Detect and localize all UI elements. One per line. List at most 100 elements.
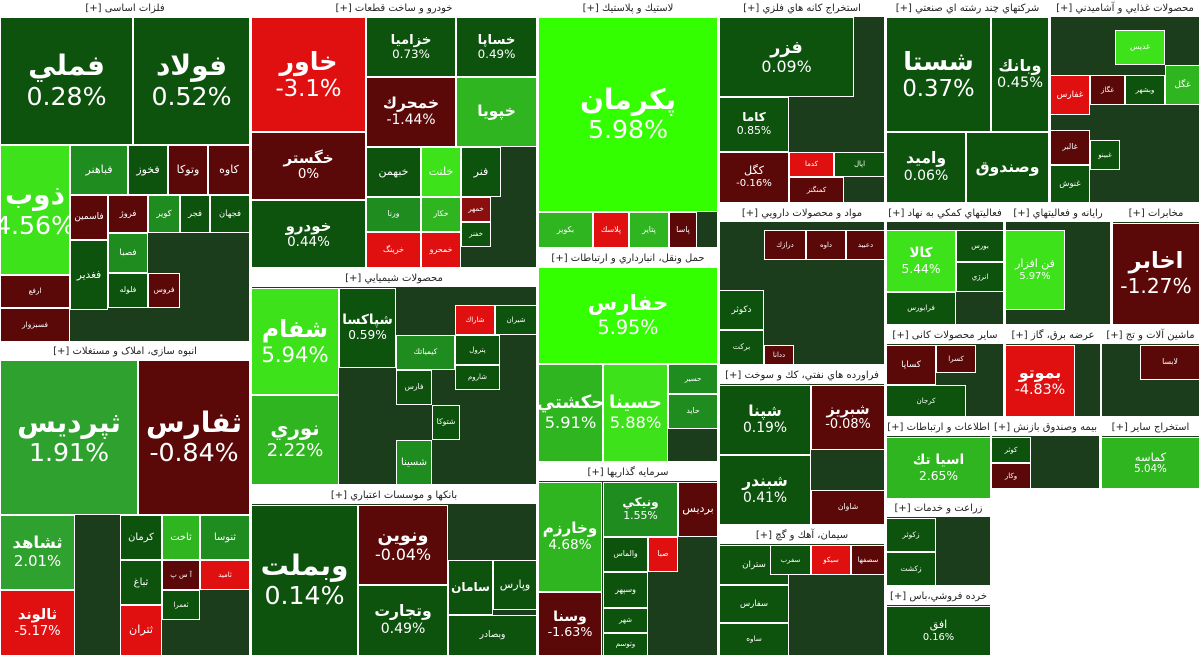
stock-tile[interactable]: ثشاهد 2.01% xyxy=(1,515,75,590)
stock-tile[interactable]: ددانا xyxy=(764,345,794,364)
sector-title[interactable]: اطلاعات و ارتباطات [+] xyxy=(887,420,990,436)
stock-tile[interactable]: آ س پ xyxy=(162,560,200,590)
stock-tile[interactable]: حسينا 5.88% xyxy=(603,364,668,461)
stock-tile[interactable]: اپال xyxy=(834,152,884,177)
stock-tile[interactable]: لابسا xyxy=(1140,345,1199,380)
sector-title[interactable]: استخراج كانه هاي فلزي [+] xyxy=(720,1,884,17)
stock-tile[interactable]: خرينگ xyxy=(366,232,421,267)
stock-tile[interactable]: خزاميا 0.73% xyxy=(366,17,456,77)
sector-title[interactable]: خودرو و ساخت قطعات [+] xyxy=(252,1,536,17)
stock-tile[interactable]: خمحرك -1.44% xyxy=(366,77,456,147)
stock-tile[interactable]: برديس xyxy=(678,482,717,537)
stock-tile[interactable]: پترول xyxy=(455,335,500,365)
stock-tile[interactable]: خمهر xyxy=(461,197,491,222)
stock-tile[interactable]: وسپهر xyxy=(603,572,648,608)
stock-tile[interactable]: بورس xyxy=(956,230,1003,262)
stock-tile[interactable]: فارس xyxy=(396,370,432,405)
stock-tile[interactable]: شاراك xyxy=(455,305,495,335)
stock-tile[interactable]: فخوز xyxy=(128,145,168,195)
stock-tile[interactable]: غفارس xyxy=(1051,75,1090,115)
stock-tile[interactable]: وتجارت 0.49% xyxy=(358,585,448,655)
stock-tile[interactable]: غديس xyxy=(1115,30,1165,65)
stock-tile[interactable]: خاور -3.1% xyxy=(252,17,366,132)
stock-tile[interactable]: فاسمين xyxy=(70,195,108,240)
stock-tile[interactable]: فجر xyxy=(180,195,210,233)
stock-tile[interactable]: سفارس xyxy=(720,585,789,623)
stock-tile[interactable]: ثالوند -5.17% xyxy=(1,590,75,655)
stock-tile[interactable]: كيمياتك xyxy=(396,335,455,370)
stock-tile[interactable]: فباهنر xyxy=(70,145,128,195)
stock-tile[interactable]: خبهمن xyxy=(366,147,421,197)
stock-tile[interactable]: خگستر 0% xyxy=(252,132,366,200)
stock-tile[interactable]: شپنا 0.19% xyxy=(720,385,811,455)
sector-title[interactable]: سيمان، آهك و گچ [+] xyxy=(720,528,884,544)
stock-tile[interactable]: ثعمرا xyxy=(162,590,200,620)
stock-tile[interactable]: نوري 2.22% xyxy=(252,395,339,484)
sector-title[interactable]: مخابرات [+] xyxy=(1113,206,1199,222)
stock-tile[interactable]: فصبا xyxy=(108,233,148,273)
stock-tile[interactable]: وبشهر xyxy=(1125,75,1165,105)
stock-tile[interactable]: وخارزم 4.68% xyxy=(539,482,602,592)
stock-tile[interactable]: شبريز -0.08% xyxy=(811,385,884,450)
stock-tile[interactable]: فزر 0.09% xyxy=(720,17,854,97)
stock-tile[interactable]: كساپا xyxy=(887,345,936,385)
stock-tile[interactable]: پاسا xyxy=(669,212,697,247)
stock-tile[interactable]: سامان xyxy=(448,560,493,615)
stock-tile[interactable]: غگل xyxy=(1165,65,1199,105)
sector-title[interactable]: بانكها و موسسات اعتباري [+] xyxy=(252,488,536,504)
stock-tile[interactable]: خمحرو xyxy=(421,232,461,267)
stock-tile[interactable]: ورنا xyxy=(366,197,421,232)
stock-tile[interactable]: وصندوق xyxy=(966,132,1048,202)
stock-tile[interactable]: شتوكا xyxy=(432,405,460,440)
sector-title[interactable]: مواد و محصولات دارويي [+] xyxy=(720,206,884,222)
sector-title[interactable]: لاستيك و پلاستيك [+] xyxy=(539,1,717,17)
stock-tile[interactable]: وكار xyxy=(992,463,1031,488)
stock-tile[interactable]: ثاخت xyxy=(162,515,200,560)
stock-tile[interactable]: صبا xyxy=(648,537,678,572)
stock-tile[interactable]: غبينو xyxy=(1090,140,1120,170)
sector-title[interactable]: محصولات غذايي و آشاميدني [+] xyxy=(1051,1,1199,17)
sector-title[interactable]: فراورده هاي نفتي، كك و سوخت [+] xyxy=(720,368,884,384)
sector-title[interactable]: عرضه برق، گاز [+] xyxy=(1006,328,1100,344)
stock-tile[interactable]: اسيا تك 2.65% xyxy=(887,437,990,498)
stock-tile[interactable]: فروژ xyxy=(108,195,148,233)
stock-tile[interactable]: شستا 0.37% xyxy=(887,17,991,132)
stock-tile[interactable]: حايد xyxy=(668,394,717,429)
stock-tile[interactable]: شاوان xyxy=(811,490,884,524)
stock-tile[interactable]: ساوه xyxy=(720,623,789,655)
stock-tile[interactable]: بركت xyxy=(720,330,764,364)
stock-tile[interactable]: ذوب4.56% xyxy=(1,145,70,275)
stock-tile[interactable]: واميد 0.06% xyxy=(887,132,966,202)
stock-tile[interactable]: كرجان xyxy=(887,385,966,416)
stock-tile[interactable]: فجهان xyxy=(210,195,249,233)
stock-tile[interactable]: ثتران xyxy=(120,605,162,655)
stock-tile[interactable]: دعبيد xyxy=(846,230,884,260)
stock-tile[interactable]: كسرا xyxy=(936,345,976,373)
stock-tile[interactable]: پلاسك xyxy=(593,212,629,247)
sector-title[interactable]: زراعت و خدمات [+] xyxy=(887,501,990,517)
stock-tile[interactable]: ارفع xyxy=(1,275,70,308)
stock-tile[interactable]: ثاميد xyxy=(200,560,249,590)
sector-title[interactable]: بيمه وصندوق بازنش [+] xyxy=(992,420,1099,436)
stock-tile[interactable]: كماسه 5.04% xyxy=(1102,437,1199,488)
stock-tile[interactable]: خودرو 0.44% xyxy=(252,200,366,267)
stock-tile[interactable]: كوثر xyxy=(992,437,1031,463)
stock-tile[interactable]: شسينا xyxy=(396,440,432,484)
stock-tile[interactable]: كالا 5.44% xyxy=(887,230,956,292)
sector-title[interactable]: رايانه و فعاليتهاي [+] xyxy=(1006,206,1110,222)
stock-tile[interactable]: فغدير xyxy=(70,240,108,310)
stock-tile[interactable]: شپاكسا 0.59% xyxy=(339,288,396,368)
stock-tile[interactable]: خفنر xyxy=(461,222,491,247)
stock-tile[interactable]: داوه xyxy=(806,230,846,260)
stock-tile[interactable]: زكوثر xyxy=(887,518,936,552)
sector-title[interactable]: استخراج ساير [+] xyxy=(1102,420,1199,436)
stock-tile[interactable]: افق 0.16% xyxy=(887,606,990,655)
stock-tile[interactable]: فولاد 0.52% xyxy=(133,17,249,145)
stock-tile[interactable]: فرابورس xyxy=(887,292,956,324)
sector-title[interactable]: خرده فروشي،باس [+] xyxy=(887,589,990,605)
sector-title[interactable]: سایر محصولات كانی [+] xyxy=(887,328,1003,344)
stock-tile[interactable]: شهر xyxy=(603,608,648,633)
stock-tile[interactable]: ثنوسا xyxy=(200,515,249,560)
stock-tile[interactable]: خساپا 0.49% xyxy=(456,17,536,77)
stock-tile[interactable]: ثفارس -0.84% xyxy=(138,360,249,515)
